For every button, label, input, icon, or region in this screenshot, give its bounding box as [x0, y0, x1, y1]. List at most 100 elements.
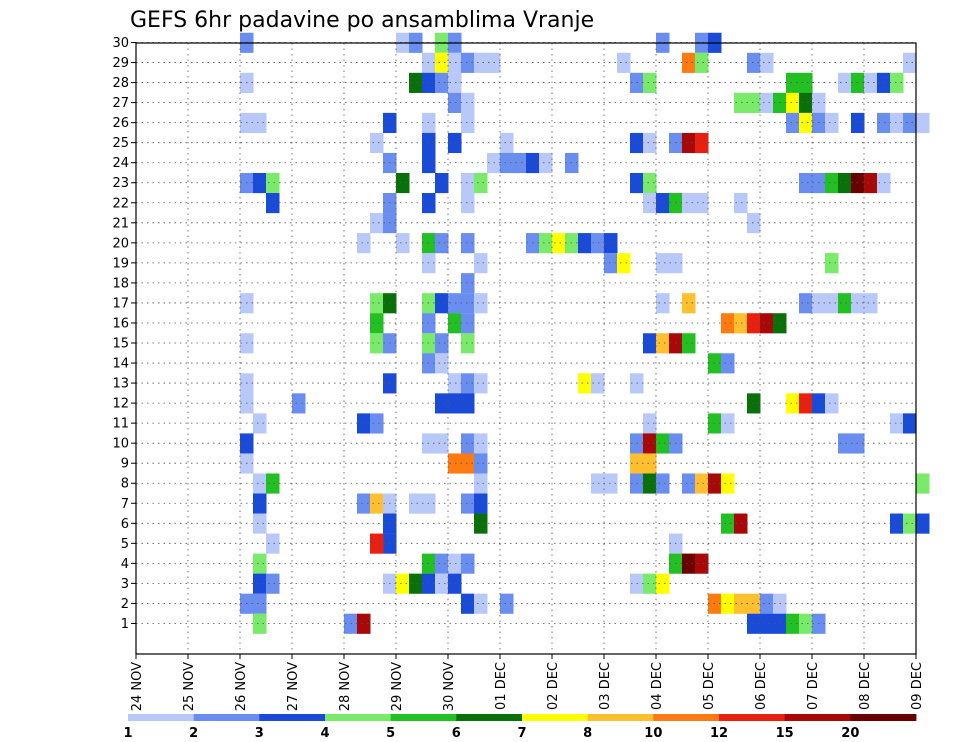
colorbar-label: 12 — [710, 726, 728, 741]
heatmap-cell — [682, 473, 696, 494]
heatmap-cell — [435, 233, 449, 254]
y-tick-label: 7 — [121, 497, 129, 512]
heatmap-cell — [656, 573, 670, 594]
heatmap-cell — [656, 293, 670, 314]
heatmap-cell — [643, 573, 657, 594]
heatmap-cell — [747, 213, 761, 234]
heatmap-cell — [253, 573, 267, 594]
heatmap-cell — [435, 333, 449, 354]
heatmap-cell — [734, 313, 748, 334]
heatmap-cell — [786, 393, 800, 414]
colorbar-swatch — [587, 714, 654, 721]
heatmap-cell — [747, 593, 761, 614]
heatmap-cell — [370, 132, 384, 154]
x-tick-label: 06 DEC — [754, 662, 769, 710]
heatmap-cell — [799, 393, 813, 414]
heatmap-cell — [695, 553, 709, 574]
y-tick-label: 5 — [121, 537, 129, 552]
heatmap-cell — [643, 132, 657, 154]
heatmap-cell — [396, 172, 410, 194]
heatmap-cell — [253, 112, 267, 134]
heatmap-cell — [435, 393, 449, 414]
heatmap-cell — [578, 373, 592, 394]
x-tick-label: 05 DEC — [702, 662, 717, 710]
heatmap-cell — [461, 112, 475, 134]
heatmap-cell — [500, 132, 514, 154]
heatmap-cell — [903, 413, 917, 434]
heatmap-cell — [435, 72, 449, 93]
heatmap-cell — [721, 313, 735, 334]
heatmap-cell — [539, 152, 553, 174]
heatmap-cell — [682, 293, 696, 314]
heatmap-cells — [240, 32, 930, 634]
heatmap-cell — [799, 293, 813, 314]
heatmap-cell — [500, 152, 514, 174]
heatmap-cell — [656, 433, 670, 454]
heatmap-cell — [604, 253, 618, 274]
heatmap-cell — [370, 313, 384, 334]
y-tick-label: 22 — [112, 196, 129, 211]
colorbar-swatch — [850, 714, 917, 721]
heatmap-cell — [786, 72, 800, 93]
heatmap-cell — [604, 233, 618, 254]
y-tick-label: 12 — [112, 397, 129, 412]
heatmap-cell — [461, 593, 475, 614]
heatmap-cell — [656, 253, 670, 274]
heatmap-cell — [552, 233, 566, 254]
heatmap-cell — [370, 413, 384, 434]
heatmap-cell — [877, 112, 891, 134]
y-tick-label: 1 — [121, 617, 129, 632]
x-tick-label: 24 NOV — [130, 662, 145, 711]
heatmap-cell — [253, 613, 267, 634]
heatmap-cell — [513, 152, 527, 174]
colorbar-swatch — [325, 714, 392, 721]
heatmap-cell — [838, 172, 852, 194]
heatmap-cell — [253, 593, 267, 614]
heatmap-cell — [539, 233, 553, 254]
colorbar-label: 15 — [776, 726, 794, 741]
heatmap-cell — [474, 253, 488, 274]
heatmap-cell — [292, 393, 306, 414]
heatmap-cell — [461, 233, 475, 254]
heatmap-cell — [656, 333, 670, 354]
heatmap-cell — [370, 213, 384, 234]
colorbar-label: 6 — [452, 726, 461, 741]
heatmap-cell — [357, 613, 371, 634]
y-tick-label: 25 — [112, 136, 129, 151]
colorbar-label: 20 — [841, 726, 859, 741]
colorbar-label: 10 — [644, 726, 662, 741]
plot-frame — [135, 42, 917, 655]
heatmap-cell — [799, 112, 813, 134]
x-tick-label: 03 DEC — [598, 662, 613, 710]
heatmap-cell — [448, 573, 462, 594]
heatmap-cell — [916, 112, 930, 134]
heatmap-cell — [461, 433, 475, 454]
heatmap-cell — [747, 613, 761, 634]
heatmap-cell — [370, 333, 384, 354]
heatmap-cell — [838, 433, 852, 454]
y-tick-label: 24 — [112, 156, 129, 171]
heatmap-cell — [682, 193, 696, 214]
x-tick-label: 09 DEC — [910, 662, 925, 710]
heatmap-cell — [786, 112, 800, 134]
heatmap-cell — [721, 353, 735, 374]
heatmap-cell — [643, 473, 657, 494]
colorbar-label: 3 — [255, 726, 264, 741]
y-tick-label: 19 — [112, 256, 129, 271]
heatmap-cell — [435, 433, 449, 454]
x-tick-label: 30 NOV — [442, 662, 457, 711]
y-tick-label: 26 — [112, 116, 129, 131]
heatmap-cell — [695, 193, 709, 214]
heatmap-cell — [461, 52, 475, 73]
heatmap-cell — [461, 92, 475, 113]
heatmap-cell — [448, 373, 462, 394]
x-tick-label: 08 DEC — [858, 662, 873, 710]
heatmap-cell — [695, 473, 709, 494]
heatmap-cell — [435, 293, 449, 314]
y-tick-label: 13 — [112, 377, 129, 392]
heatmap-cell — [825, 112, 839, 134]
heatmap-cell — [461, 373, 475, 394]
heatmap-cell — [461, 293, 475, 314]
heatmap-cell — [448, 393, 462, 414]
